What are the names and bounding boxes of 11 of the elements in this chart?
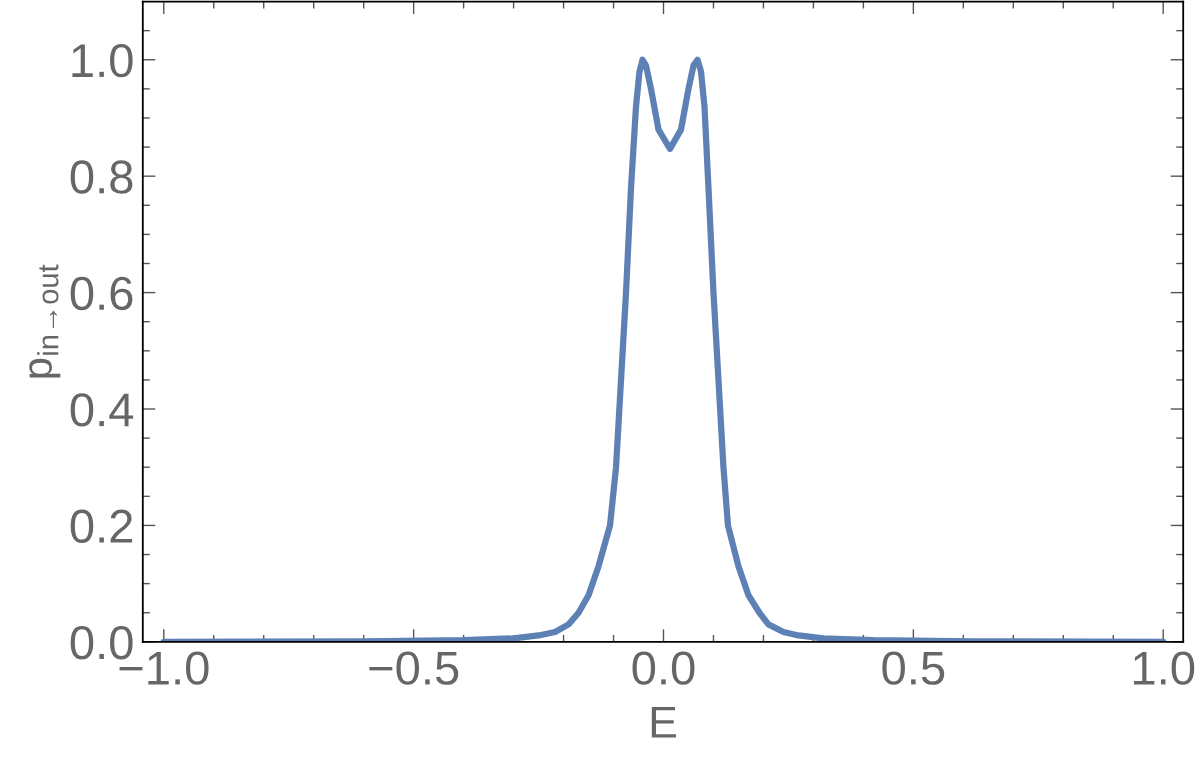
x-axis-title: E bbox=[651, 706, 676, 738]
x-tick-label: 1.0 bbox=[1133, 651, 1195, 685]
y-tick-label: 1.0 bbox=[72, 43, 133, 78]
y-tick-label: 0.4 bbox=[70, 393, 134, 427]
x-tick-label: 0.5 bbox=[882, 651, 945, 685]
x-tick-label: 0.0 bbox=[632, 651, 695, 685]
y-axis-title: p$_{in→out}$ bbox=[29, 264, 61, 378]
y-tick-label: 0.2 bbox=[70, 509, 133, 544]
x-tick-label: −0.5 bbox=[369, 651, 459, 685]
y-tick-label: 0.6 bbox=[70, 276, 133, 311]
y-tick-label: 0.8 bbox=[70, 160, 133, 194]
